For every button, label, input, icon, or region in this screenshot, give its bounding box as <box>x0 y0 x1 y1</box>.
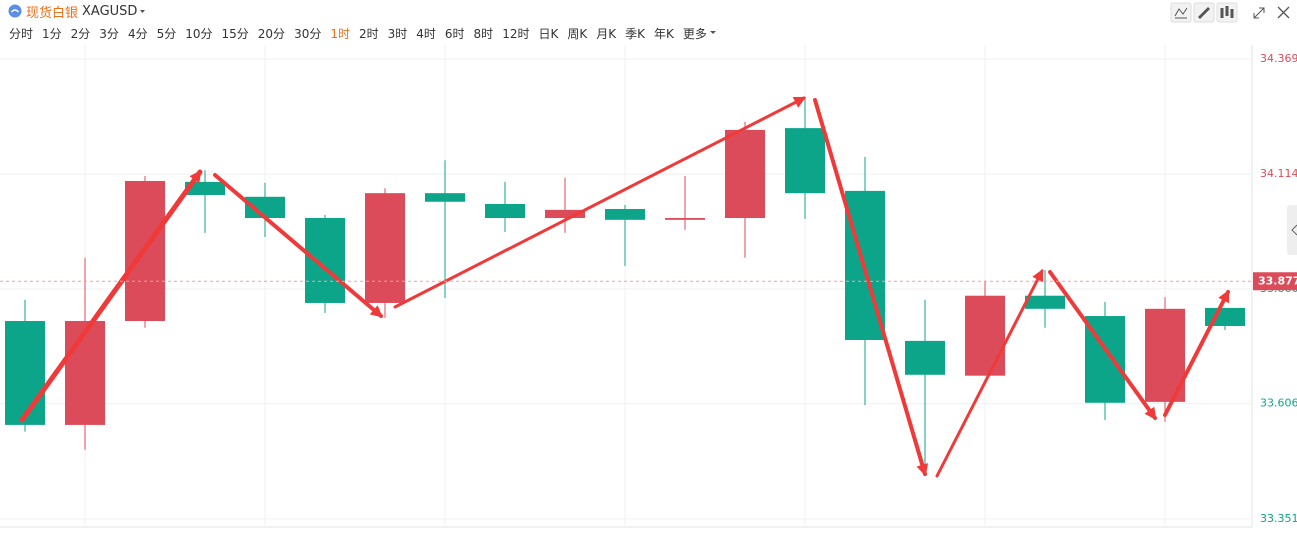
arrow <box>1163 289 1230 417</box>
period-tab[interactable]: 日K <box>538 27 559 41</box>
y-tick-label: 34.114 <box>1260 167 1297 180</box>
candle-body <box>545 209 585 219</box>
toolbar: 现货白银 XAGUSD 分时 1分 2分 3分 4分 5分 10分 15分 20分 30分 1时 2时… <box>0 0 1297 45</box>
period-tab[interactable]: 1分 <box>42 27 62 41</box>
period-tab[interactable]: 6时 <box>444 27 465 41</box>
candle-body <box>305 218 345 303</box>
dropdown-caret <box>709 31 716 34</box>
period-tab[interactable]: 月K <box>596 27 617 41</box>
y-tick-label: 34.369 <box>1260 52 1297 65</box>
top-right-tools <box>1170 2 1290 23</box>
period-tab[interactable]: 10分 <box>185 27 213 41</box>
candle-body <box>245 196 285 219</box>
period-tab[interactable]: 15分 <box>221 27 249 41</box>
period-tab[interactable]: 3分 <box>99 27 119 41</box>
candle-body <box>365 193 405 303</box>
period-tabs: 分时 1分 2分 3分 4分 5分 10分 15分 20分 30分 1时 2时 3时 4时 6时 8时 12时日… <box>9 25 717 42</box>
period-tab[interactable]: 周K <box>567 27 588 41</box>
candle-body <box>905 340 945 375</box>
icon <box>1198 7 1210 19</box>
icon <box>1174 7 1188 19</box>
period-tab[interactable]: 5分 <box>156 27 177 41</box>
annotation-arrows <box>19 96 1230 478</box>
icon <box>1220 6 1234 18</box>
period-tab[interactable]: 更多 <box>682 27 707 41</box>
period-tab[interactable]: 12时 <box>502 27 530 41</box>
symbol-selector[interactable]: 现货白银 XAGUSD <box>8 2 147 21</box>
period-tab[interactable]: 2分 <box>70 27 91 41</box>
period-tab[interactable]: 4时 <box>416 27 436 41</box>
last-price-badge <box>1253 272 1297 291</box>
period-tab[interactable]: 8时 <box>473 27 494 41</box>
close-button[interactable] <box>1277 6 1290 19</box>
y-tick-label: 33.606 <box>1260 397 1297 410</box>
candle-body <box>185 181 225 195</box>
period-tab[interactable]: 季K <box>625 27 645 41</box>
candle-body <box>485 204 525 219</box>
arrow <box>1048 270 1157 420</box>
side-collapse-tab[interactable] <box>1287 205 1297 255</box>
period-tab[interactable]: 4分 <box>127 27 148 41</box>
candle-body <box>65 321 105 425</box>
logo <box>8 4 22 18</box>
period-tab[interactable]: 20分 <box>257 27 286 41</box>
candle-body <box>785 128 825 194</box>
period-tab[interactable]: 2时 <box>358 27 379 41</box>
candle-body <box>5 321 45 425</box>
candle-body <box>1025 295 1065 309</box>
period-tab[interactable]: 3时 <box>387 27 408 41</box>
fullscreen-button[interactable] <box>1253 7 1265 19</box>
candle-body <box>665 218 705 220</box>
candle-body <box>725 129 765 219</box>
symbol-code: XAGUSD <box>82 3 138 19</box>
arrow <box>813 98 929 477</box>
period-tab[interactable]: 分时 <box>9 27 34 41</box>
arrow <box>19 169 203 423</box>
symbol-name: 现货白银 <box>26 5 79 21</box>
arrow <box>935 268 1044 478</box>
candle-body <box>425 193 465 202</box>
tool-button[interactable] <box>1170 2 1192 23</box>
candle-body <box>965 295 1005 376</box>
candle-body <box>605 208 645 220</box>
dropdown-caret <box>140 10 146 13</box>
arrow <box>213 173 383 318</box>
period-tab[interactable]: 年K <box>653 27 674 41</box>
last-price-label: 33.877 <box>1258 274 1297 287</box>
arrow <box>393 96 807 309</box>
y-tick-label: 33.351 <box>1260 512 1297 525</box>
period-tab[interactable]: 1时 <box>330 27 350 41</box>
period-tab[interactable]: 30分 <box>294 27 322 41</box>
